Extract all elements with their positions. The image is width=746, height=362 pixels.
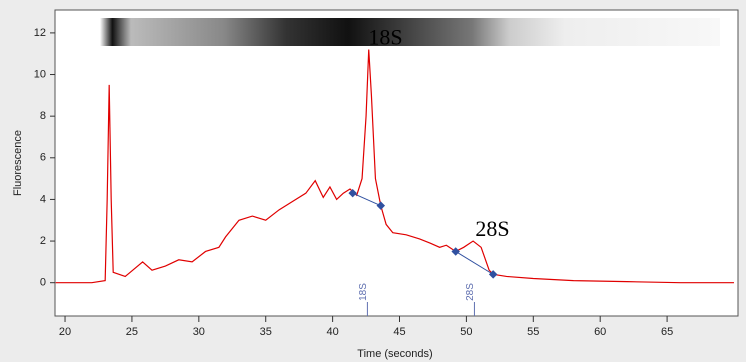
y-tick-label: 0	[40, 277, 46, 289]
x-tick-label: 35	[260, 326, 272, 338]
y-tick-label: 2	[40, 235, 46, 247]
x-tick-label: 40	[326, 326, 338, 338]
peak-label: 28S	[475, 216, 509, 241]
x-tick-label: 55	[527, 326, 539, 338]
peak-label: 18S	[368, 25, 402, 50]
x-tick-label: 65	[661, 326, 673, 338]
x-tick-label: 45	[393, 326, 405, 338]
y-tick-label: 10	[34, 68, 46, 80]
chart: Time (seconds) Fluorescence 202530354045…	[0, 0, 746, 362]
peak-time-label: 18S	[358, 283, 369, 301]
x-tick-label: 20	[59, 326, 71, 338]
y-tick-label: 12	[34, 27, 46, 39]
plot-area	[55, 10, 738, 316]
x-tick-label: 30	[193, 326, 205, 338]
peak-time-label: 28S	[465, 283, 476, 301]
x-tick-label: 60	[594, 326, 606, 338]
x-tick-label: 25	[126, 326, 138, 338]
x-axis-label: Time (seconds)	[357, 348, 432, 360]
y-tick-label: 6	[40, 152, 46, 164]
y-axis-label: Fluorescence	[12, 130, 24, 196]
y-tick-label: 4	[40, 193, 46, 205]
x-tick-label: 50	[460, 326, 472, 338]
y-tick-label: 8	[40, 110, 46, 122]
gel-image	[100, 18, 720, 46]
